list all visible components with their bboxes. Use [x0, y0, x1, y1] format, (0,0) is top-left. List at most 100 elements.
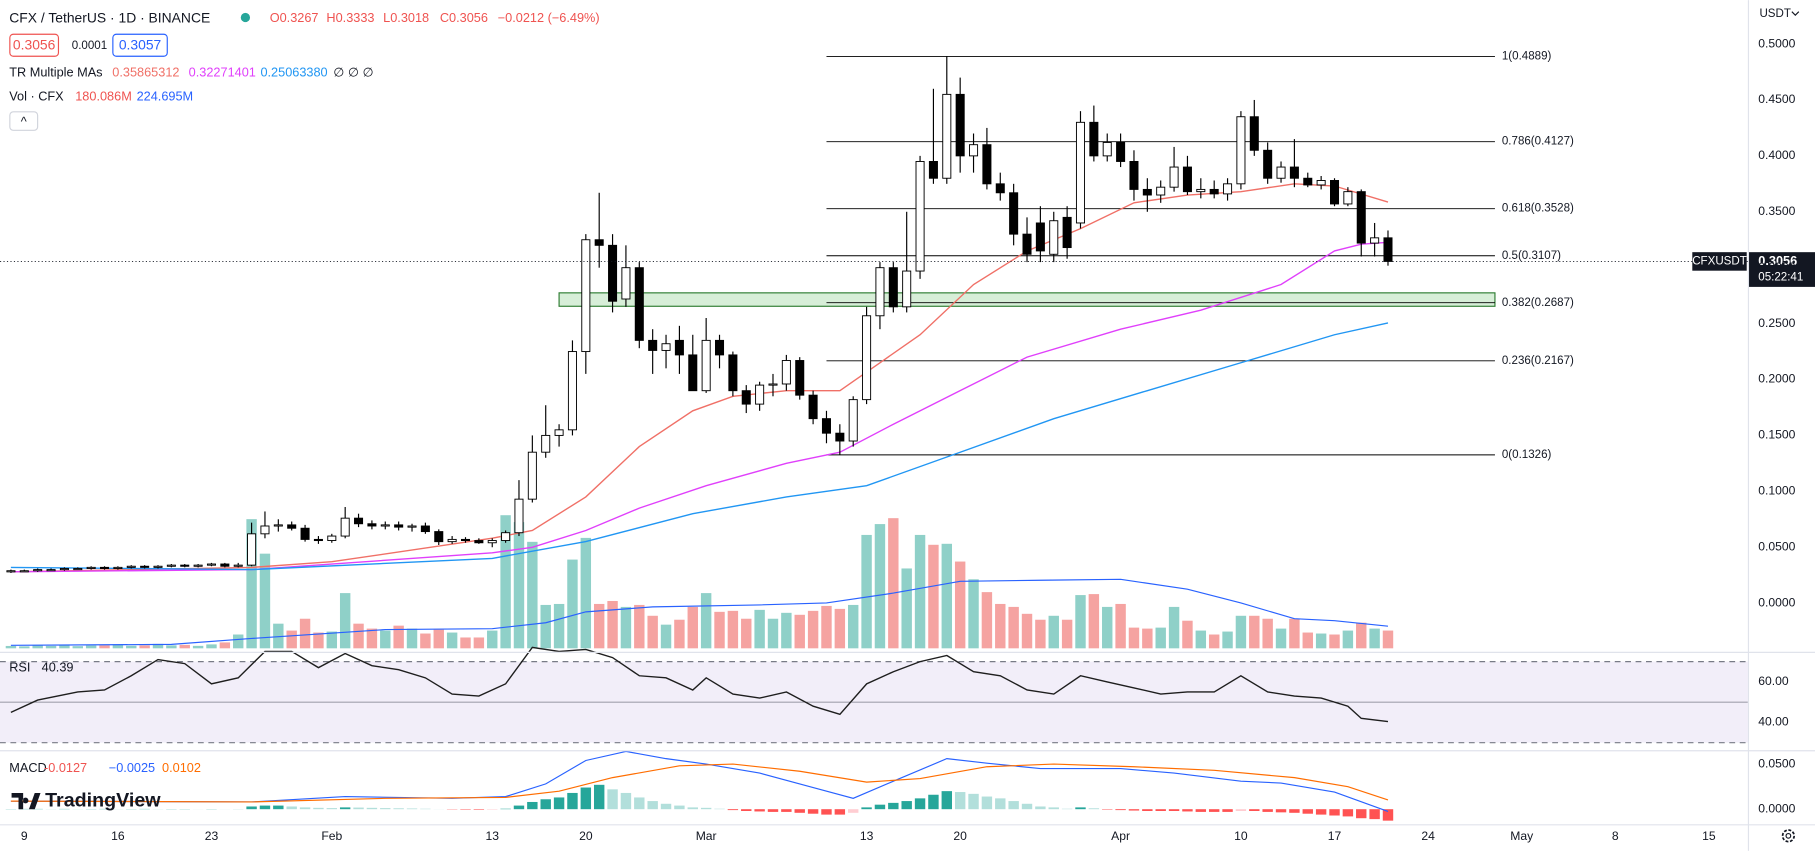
candle-body [915, 161, 925, 272]
macd-histogram-bar [928, 794, 939, 810]
candle-body [33, 569, 43, 572]
volume-bar [433, 629, 444, 649]
y-tick-label: 0.4500 [1758, 92, 1795, 106]
currency-selector[interactable]: USDT [1759, 8, 1790, 20]
macd-histogram-bar [901, 801, 912, 810]
ohlc-high: H0.3333 [326, 10, 374, 25]
volume-bar [941, 543, 953, 649]
volume-bar [1315, 633, 1327, 649]
x-tick-label: Feb [321, 829, 342, 843]
macd-histogram-bar [1222, 809, 1233, 812]
bid-box[interactable] [9, 33, 60, 57]
macd-histogram-bar [861, 807, 872, 810]
macd-histogram-bar [741, 809, 752, 811]
volume-bar [901, 568, 912, 649]
macd-histogram-bar [1382, 809, 1394, 821]
candle-body [1223, 183, 1233, 195]
macd-histogram-bar [914, 798, 926, 810]
ask-price: 0.3057 [119, 37, 162, 53]
volume-bar [567, 559, 578, 649]
candle-body [1062, 216, 1072, 249]
gear[interactable] [1781, 829, 1796, 843]
price-tag [1749, 252, 1815, 287]
candle-body [273, 524, 283, 527]
settings-icon[interactable] [1781, 829, 1796, 843]
macd-histogram-bar [473, 809, 485, 810]
candle-body [1383, 237, 1393, 262]
volume-bar [727, 610, 739, 649]
macd-histogram-bar [393, 808, 404, 810]
volume-bar [553, 603, 565, 649]
volume-bar [914, 534, 926, 649]
volume-bar [126, 645, 137, 649]
candle-body [862, 315, 872, 401]
macd-histogram-bar [874, 804, 886, 810]
x-tick-label: 10 [1234, 829, 1248, 843]
volume-bar [19, 646, 30, 649]
volume-bar [767, 618, 779, 649]
logo-text: TradingView [45, 789, 161, 811]
candle-body [407, 525, 417, 528]
vol-readout: 224.695M [137, 89, 194, 104]
candle-body [1303, 177, 1313, 186]
volume-bar [968, 579, 979, 649]
volume-bar [1329, 634, 1340, 649]
collapse-button[interactable] [9, 111, 39, 131]
ohlc-close: C0.3056 [440, 10, 488, 25]
x-tick-label: 15 [1702, 829, 1716, 843]
volume-bar [807, 610, 819, 649]
moving-average [10, 241, 1389, 573]
volume-bar [85, 645, 97, 649]
rsi-title: RSI [9, 659, 30, 674]
volume-bar [981, 592, 993, 649]
candle-body [46, 569, 56, 572]
volume-bar [1289, 618, 1300, 649]
macd-histogram-bar [1235, 809, 1247, 811]
macd-histogram-bar [1249, 809, 1260, 811]
volume-bar [473, 637, 485, 649]
macd-histogram-bar [1302, 809, 1313, 814]
macd-histogram-bar [1195, 809, 1207, 812]
y-tick-label: 0.0500 [1758, 539, 1795, 553]
y-tick-label: 0.0000 [1758, 595, 1795, 609]
fib-label: 0.618(0.3528) [1502, 203, 1574, 215]
volume-bar [848, 604, 859, 649]
macd-histogram-bar [1342, 809, 1354, 817]
macd-histogram-bar [888, 802, 899, 810]
volume-bar [593, 603, 605, 649]
candle-body [888, 267, 898, 308]
volume-bar [380, 630, 391, 649]
x-tick-label: 23 [205, 829, 219, 843]
candle-body [474, 540, 484, 544]
volume-bar [1142, 628, 1153, 649]
panes: 1(0.4889) 0.786(0.4127) 0.618(0.3528) 0.5(0… [0, 36, 1815, 843]
candle-body [1209, 188, 1219, 195]
macd-histogram-bar [1275, 809, 1287, 813]
volume-bar [995, 603, 1006, 649]
macd-histogram-bar [1369, 809, 1380, 820]
candle-body [1116, 141, 1126, 162]
fib-label: 0.382(0.2687) [1502, 297, 1574, 309]
ask-box[interactable] [112, 33, 168, 57]
volume-bar [527, 541, 538, 649]
volume-bar [513, 522, 525, 649]
candle-body [313, 538, 323, 542]
candle-body [434, 531, 444, 543]
candle-body [768, 383, 778, 386]
volume-bar [1195, 630, 1207, 649]
candle-body [621, 267, 631, 300]
y-tick-label: 0.4000 [1758, 148, 1795, 162]
x-tick-label: 20 [953, 829, 967, 843]
candle-body [942, 93, 952, 179]
y-tick-label: 0.2500 [1758, 316, 1795, 330]
x-tick-label: 16 [111, 829, 125, 843]
candle-body [100, 566, 110, 569]
candle-body [193, 564, 203, 567]
candle-body [340, 517, 350, 537]
macd-histogram-bar [781, 809, 792, 812]
volume-bar [1021, 613, 1033, 649]
volume-bar [152, 643, 164, 649]
macd-histogram-bar [767, 809, 779, 812]
macd-histogram-bar [380, 808, 391, 810]
macd-histogram-bar [353, 807, 364, 810]
